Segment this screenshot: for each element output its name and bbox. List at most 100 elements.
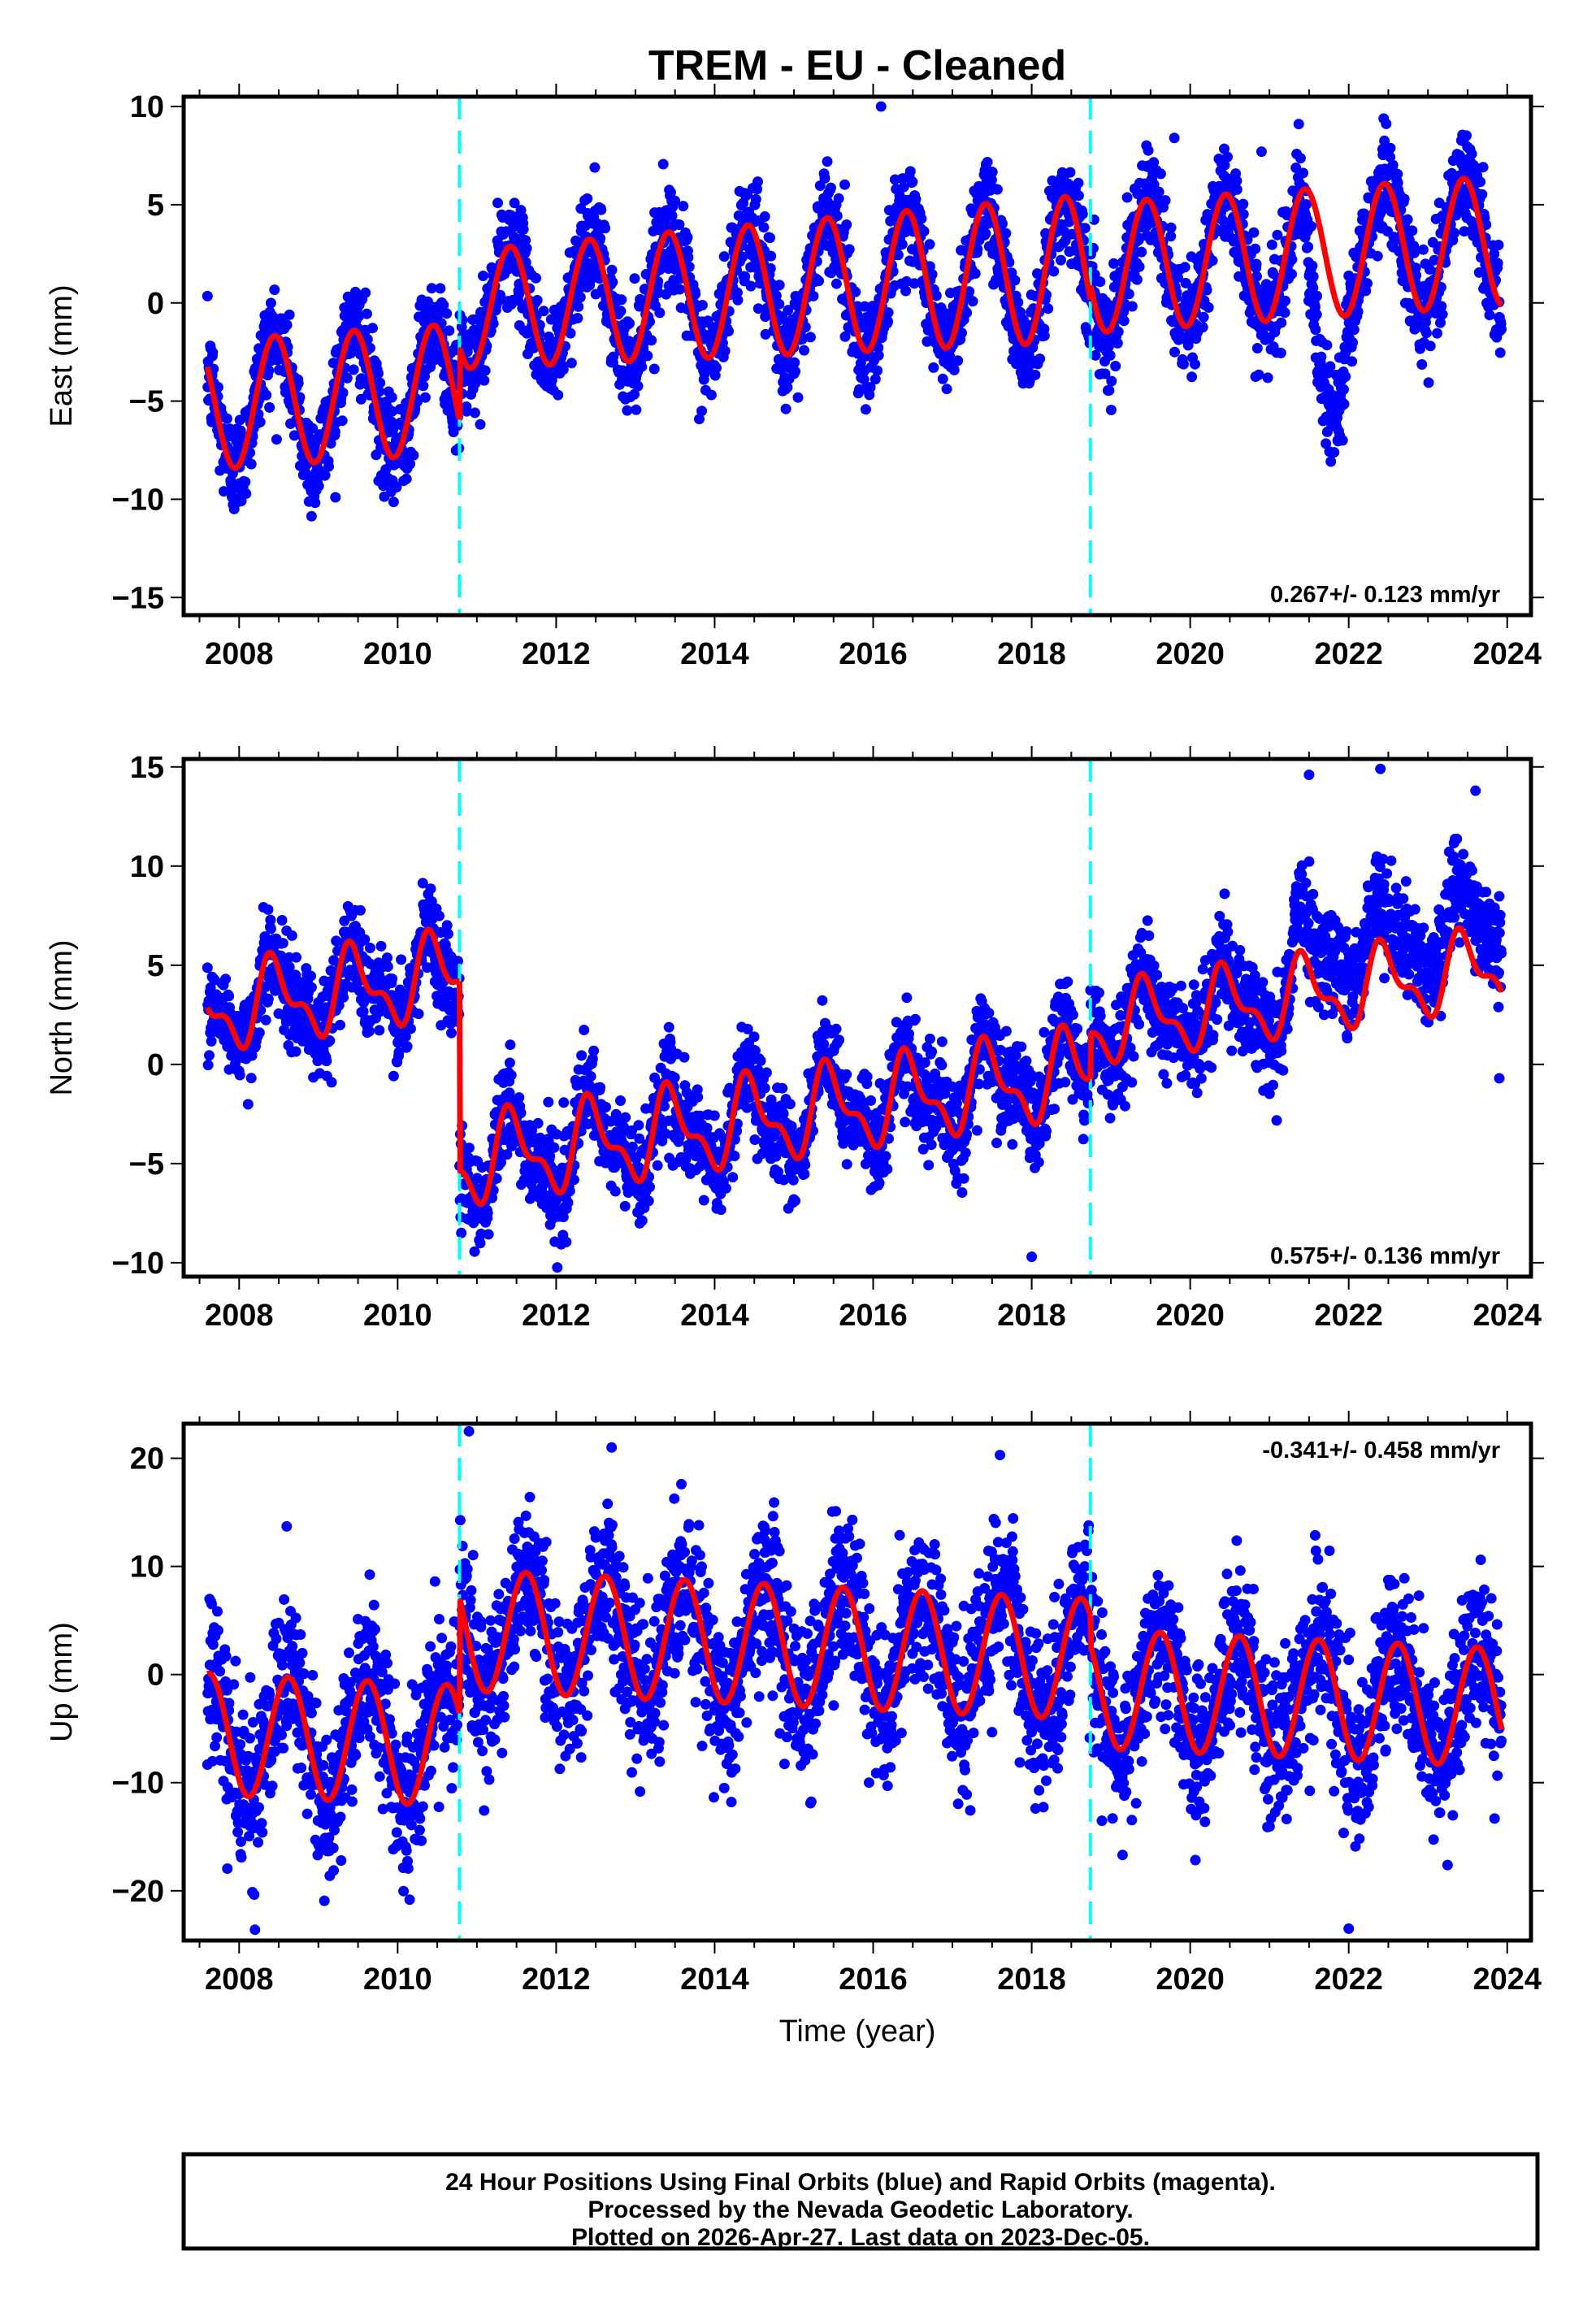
data-point <box>483 1208 493 1218</box>
data-point <box>223 991 234 1001</box>
data-point <box>1108 258 1119 269</box>
data-point <box>531 273 541 284</box>
data-point <box>1312 310 1322 320</box>
data-point <box>1381 119 1391 129</box>
data-point <box>220 974 231 984</box>
data-point <box>637 1216 648 1226</box>
data-point <box>204 1050 215 1060</box>
data-point <box>202 962 213 973</box>
data-point <box>697 300 708 310</box>
data-point <box>1238 199 1248 210</box>
data-point <box>254 1027 265 1038</box>
x-tick-label: 2024 <box>1472 637 1542 671</box>
data-point <box>1475 176 1485 187</box>
x-tick-label: 2012 <box>522 637 591 671</box>
data-point <box>1104 385 1114 396</box>
x-tick-label: 2018 <box>997 637 1066 671</box>
data-point <box>1286 269 1297 280</box>
data-point <box>1043 303 1053 314</box>
data-point <box>1306 221 1316 232</box>
data-point <box>563 1198 574 1208</box>
data-point <box>1034 353 1045 364</box>
data-point <box>1105 350 1116 361</box>
data-point <box>475 419 486 430</box>
data-point <box>834 193 844 204</box>
data-point <box>1198 322 1208 332</box>
data-point <box>633 1120 644 1130</box>
data-point <box>1494 240 1504 250</box>
data-point <box>644 1182 655 1192</box>
data-point <box>388 1071 399 1082</box>
data-point <box>1449 228 1459 238</box>
y-tick-label: 10 <box>130 90 164 124</box>
data-point <box>1338 384 1349 395</box>
data-point <box>573 301 583 312</box>
data-point <box>1080 223 1091 233</box>
data-point <box>765 251 776 262</box>
data-point <box>642 350 653 361</box>
data-point <box>505 1057 515 1068</box>
data-point <box>1180 262 1190 272</box>
data-point <box>781 404 791 414</box>
data-point <box>456 1228 466 1238</box>
data-point <box>1347 337 1358 348</box>
data-point <box>478 271 488 281</box>
data-point <box>620 1201 631 1212</box>
data-point <box>480 366 491 376</box>
data-point <box>401 474 412 484</box>
data-point <box>269 284 280 295</box>
data-point <box>434 911 445 921</box>
data-point <box>790 366 800 377</box>
data-point <box>338 388 349 398</box>
data-point <box>576 1050 587 1060</box>
data-point <box>841 219 852 230</box>
data-point <box>1106 376 1117 387</box>
data-point <box>1495 348 1506 358</box>
data-point <box>805 332 816 342</box>
data-point <box>1347 356 1357 366</box>
data-point <box>752 176 763 187</box>
data-point <box>711 362 722 373</box>
y-axis-label-east: East (mm) <box>45 284 79 427</box>
data-point <box>1493 258 1503 268</box>
data-point <box>1232 184 1243 195</box>
data-point <box>987 167 998 177</box>
data-point <box>1056 255 1066 266</box>
data-point <box>1124 288 1134 299</box>
data-point <box>1438 309 1448 319</box>
data-point <box>506 1070 517 1081</box>
data-point <box>330 427 340 437</box>
data-point <box>968 296 978 306</box>
data-point <box>1222 152 1233 163</box>
data-point <box>376 941 387 952</box>
data-point <box>1310 324 1321 335</box>
data-point <box>1190 359 1200 370</box>
data-point <box>633 381 644 392</box>
data-point <box>793 392 804 403</box>
y-tick-label: −5 <box>129 385 164 419</box>
data-point <box>388 497 399 507</box>
data-point <box>1432 328 1442 339</box>
data-point <box>658 159 669 170</box>
data-point <box>278 938 288 948</box>
data-point <box>706 390 717 401</box>
data-point <box>1312 291 1322 301</box>
x-tick-label: 2014 <box>680 637 749 671</box>
data-point <box>1286 254 1297 265</box>
data-point <box>905 166 916 176</box>
data-point <box>387 974 397 984</box>
data-point <box>202 291 213 301</box>
data-point <box>1267 240 1277 250</box>
data-point <box>1485 310 1495 320</box>
data-point <box>732 295 743 306</box>
data-point <box>646 335 657 345</box>
data-point <box>360 288 371 298</box>
data-point <box>287 930 297 941</box>
data-point <box>387 392 397 403</box>
data-point <box>808 291 818 301</box>
data-point <box>306 511 317 522</box>
data-point <box>533 1118 544 1129</box>
